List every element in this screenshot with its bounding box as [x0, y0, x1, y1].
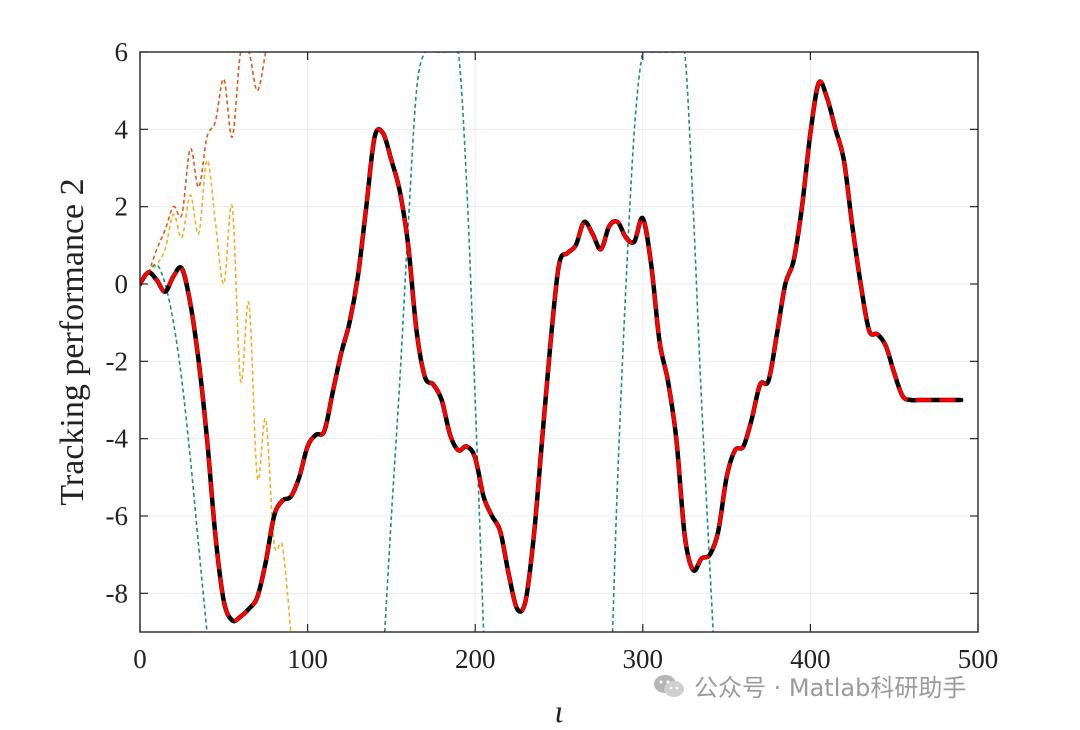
watermark-text: 公众号 · Matlab科研助手 — [694, 674, 967, 702]
series-line-4 — [611, 52, 714, 632]
x-tick-label: 500 — [958, 644, 999, 674]
y-tick-label: -2 — [106, 346, 129, 376]
y-tick-label: 0 — [115, 269, 129, 299]
series-line-1 — [140, 79, 962, 624]
y-tick-label: 4 — [115, 114, 129, 144]
y-tick-label: -4 — [106, 424, 129, 454]
y-tick-label: 2 — [115, 192, 129, 222]
series-line-2 — [140, 263, 208, 632]
y-tick-label: -8 — [106, 578, 129, 608]
plot-area-background — [140, 52, 978, 632]
series-line-6 — [140, 159, 292, 632]
x-tick-label: 200 — [455, 644, 496, 674]
x-axis-title: ι — [555, 693, 564, 729]
axes-frame — [139, 51, 979, 633]
x-tick-label: 0 — [133, 644, 147, 674]
series-layer — [140, 52, 964, 632]
axis-ticks — [139, 51, 979, 632]
y-tick-label: 6 — [115, 37, 129, 67]
series-line-3 — [383, 52, 485, 632]
x-tick-label: 300 — [623, 644, 664, 674]
y-axis-title: Tracking performance 2 — [54, 178, 91, 505]
wechat-icon — [654, 674, 684, 697]
tick-labels: 0 100 200 300 400 500 6 4 2 0 -2 -4 -6 -8 — [106, 37, 999, 674]
x-tick-label: 400 — [790, 644, 831, 674]
series-line-5 — [140, 52, 267, 285]
watermark: 公众号 · Matlab科研助手 — [652, 668, 966, 703]
y-tick-label: -6 — [106, 501, 129, 531]
x-tick-label: 100 — [287, 644, 328, 674]
